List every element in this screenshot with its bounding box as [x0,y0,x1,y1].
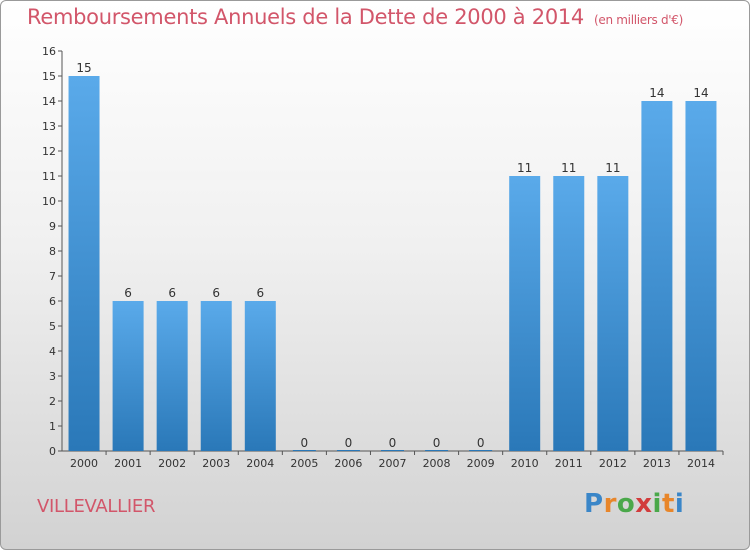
chart-subtitle: (en milliers d'€) [594,13,684,27]
bar-2012 [597,176,629,451]
data-label-2005: 0 [301,436,309,450]
x-tick-label-2006: 2006 [334,457,362,470]
x-tick-label-2007: 2007 [379,457,407,470]
bar-2005 [292,450,316,451]
x-tick-label-2009: 2009 [467,457,495,470]
y-tick-label: 12 [42,145,56,158]
bar-2006 [336,450,360,451]
y-tick-label: 1 [49,420,56,433]
proxiti-logo: Proxiti [584,489,685,519]
data-label-2011: 11 [561,161,576,175]
data-label-2008: 0 [433,436,441,450]
bar-2007 [381,450,404,451]
data-label-2007: 0 [389,436,397,450]
bar-2011 [553,176,585,451]
y-tick-label: 6 [49,295,56,308]
bar-2013 [641,101,673,451]
data-label-2002: 6 [168,286,176,300]
y-tick-label: 3 [49,370,56,383]
bar-2004 [244,301,276,451]
data-label-2001: 6 [124,286,132,300]
y-tick-label: 2 [49,395,56,408]
data-label-2013: 14 [649,86,664,100]
x-tick-label-2003: 2003 [202,457,230,470]
bar-2003 [200,301,232,451]
data-label-2012: 11 [605,161,620,175]
y-tick-label: 11 [42,170,56,183]
y-tick-label: 10 [42,195,56,208]
y-tick-label: 0 [49,445,56,458]
chart-title: Remboursements Annuels de la Dette de 20… [27,5,683,29]
data-label-2004: 6 [256,286,264,300]
data-label-2000: 15 [76,61,91,75]
y-tick-label: 7 [49,270,56,283]
chart-title-text: Remboursements Annuels de la Dette de 20… [27,5,584,29]
x-tick-label-2001: 2001 [114,457,142,470]
y-tick-label: 15 [42,70,56,83]
bar-2010 [509,176,541,451]
x-tick-label-2005: 2005 [290,457,318,470]
y-tick-label: 16 [42,45,56,58]
x-tick-label-2004: 2004 [246,457,274,470]
bar-2008 [425,450,449,451]
x-tick-label-2008: 2008 [423,457,451,470]
y-tick-label: 8 [49,245,56,258]
data-label-2006: 0 [345,436,353,450]
commune-name: VILLEVALLIER [37,496,156,517]
data-label-2014: 14 [693,86,708,100]
y-tick-label: 13 [42,120,56,133]
x-tick-label-2014: 2014 [687,457,715,470]
x-tick-label-2002: 2002 [158,457,186,470]
x-tick-label-2012: 2012 [599,457,627,470]
bar-2009 [469,450,493,451]
y-tick-label: 4 [49,345,56,358]
bar-2001 [112,301,144,451]
y-tick-label: 9 [49,220,56,233]
bar-2014 [685,101,717,451]
x-tick-label-2010: 2010 [511,457,539,470]
bar-2002 [156,301,188,451]
x-tick-label-2000: 2000 [70,457,98,470]
y-tick-label: 14 [42,95,56,108]
data-label-2003: 6 [212,286,220,300]
x-tick-label-2013: 2013 [643,457,671,470]
data-label-2009: 0 [477,436,485,450]
bar-2000 [68,76,100,451]
data-label-2010: 11 [517,161,532,175]
x-tick-label-2011: 2011 [555,457,583,470]
y-tick-label: 5 [49,320,56,333]
